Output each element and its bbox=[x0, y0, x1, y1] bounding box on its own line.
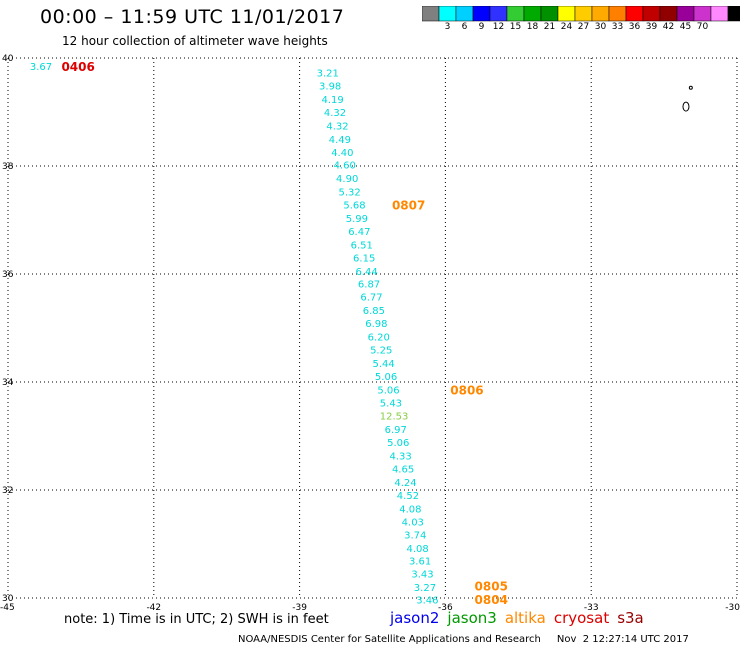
pass-time-label: 0406 bbox=[61, 60, 94, 74]
color-scale-tick-label: 6 bbox=[461, 22, 468, 32]
wave-height-point: 3.46 bbox=[416, 596, 438, 607]
wave-height-point: 4.32 bbox=[324, 108, 346, 119]
wave-height-point: 5.43 bbox=[380, 399, 402, 410]
color-scale-swatch bbox=[727, 6, 740, 22]
credit-line: NOAA/NESDIS Center for Satellite Applica… bbox=[238, 634, 689, 645]
y-tick-label: 32 bbox=[2, 486, 13, 496]
color-scale-tick-label: 27 bbox=[577, 22, 590, 32]
color-scale-tick-label: 42 bbox=[662, 22, 675, 32]
wave-height-point: 4.60 bbox=[334, 160, 356, 171]
wave-height-point: 6.85 bbox=[363, 306, 385, 317]
legend-entry: jason2 bbox=[390, 609, 440, 627]
color-scale-tick-label: 30 bbox=[594, 22, 607, 32]
chart-title: 00:00 – 11:59 UTC 11/01/2017 bbox=[40, 6, 345, 28]
wave-height-point: 4.03 bbox=[402, 517, 424, 528]
wave-height-point: 4.52 bbox=[397, 491, 419, 502]
y-tick-label: 34 bbox=[2, 378, 14, 388]
wave-height-point: 5.99 bbox=[346, 214, 368, 225]
land-outline bbox=[682, 101, 690, 112]
wave-height-point: 12.53 bbox=[380, 411, 409, 422]
wave-height-point: 6.97 bbox=[385, 425, 407, 436]
pass-time-label: 0805 bbox=[475, 580, 508, 594]
wave-height-point: 3.21 bbox=[317, 69, 339, 80]
wave-height-point: 4.32 bbox=[326, 122, 348, 133]
x-tick-label: -42 bbox=[146, 603, 161, 613]
units-note: note: 1) Time is in UTC; 2) SWH is in fe… bbox=[64, 612, 329, 627]
x-tick-label: -36 bbox=[438, 603, 453, 613]
y-tick-label: 30 bbox=[2, 594, 14, 604]
legend-entry: altika bbox=[504, 609, 546, 627]
pass-time-label: 0806 bbox=[450, 384, 483, 398]
color-scale-tick-label: 9 bbox=[478, 22, 485, 32]
wave-height-point: 5.68 bbox=[343, 200, 365, 211]
wave-height-point: 4.90 bbox=[336, 174, 358, 185]
wave-height-point: 3.67 bbox=[30, 62, 52, 73]
wave-height-point: 4.49 bbox=[329, 135, 351, 146]
wave-height-point: 6.20 bbox=[368, 333, 390, 344]
color-scale-bar bbox=[422, 6, 740, 22]
color-scale-tick-label: 39 bbox=[645, 22, 658, 32]
satellite-legend: jason2 jason3 altika cryosat s3a bbox=[390, 609, 652, 627]
wave-height-point: 4.40 bbox=[331, 148, 353, 159]
wave-height-point: 4.33 bbox=[390, 451, 412, 462]
wave-height-point: 3.74 bbox=[404, 530, 426, 541]
land-outline bbox=[688, 85, 693, 90]
x-tick-label: -39 bbox=[292, 603, 307, 613]
wave-height-point: 4.24 bbox=[394, 478, 416, 489]
wave-height-point: 6.15 bbox=[353, 253, 375, 264]
wave-height-point: 5.25 bbox=[370, 346, 392, 357]
wave-height-point: 4.19 bbox=[321, 95, 343, 106]
color-scale-tick-label: 21 bbox=[543, 22, 556, 32]
wave-height-point: 5.06 bbox=[375, 372, 397, 383]
color-scale-tick-label: 33 bbox=[611, 22, 624, 32]
wave-height-point: 5.44 bbox=[373, 359, 395, 370]
pass-time-label: 0804 bbox=[475, 593, 508, 607]
wave-height-point: 6.87 bbox=[358, 280, 380, 291]
y-tick-label: 36 bbox=[2, 270, 14, 280]
wave-height-point: 4.65 bbox=[392, 464, 414, 475]
wave-height-point: 3.43 bbox=[411, 570, 433, 581]
x-tick-label: -33 bbox=[584, 603, 599, 613]
chart-subtitle: 12 hour collection of altimeter wave hei… bbox=[62, 34, 328, 48]
generated-timestamp: Nov 2 12:27:14 UTC 2017 bbox=[556, 634, 689, 645]
wave-height-point: 6.44 bbox=[355, 267, 377, 278]
y-tick-label: 38 bbox=[2, 162, 14, 172]
wave-height-point: 3.27 bbox=[414, 583, 436, 594]
x-tick-label: -30 bbox=[725, 603, 740, 613]
wave-height-point: 6.77 bbox=[360, 293, 382, 304]
credit-organization: NOAA/NESDIS Center for Satellite Applica… bbox=[238, 634, 541, 645]
color-scale-tick-label: 24 bbox=[560, 22, 573, 32]
legend-entry: s3a bbox=[617, 609, 644, 627]
legend-entry: cryosat bbox=[553, 609, 610, 627]
pass-time-label: 0807 bbox=[392, 198, 425, 212]
wave-height-point: 6.98 bbox=[365, 319, 387, 330]
wave-height-point: 5.06 bbox=[387, 438, 409, 449]
color-scale-tick-label: 18 bbox=[526, 22, 539, 32]
wave-height-point: 4.08 bbox=[399, 504, 421, 515]
wave-height-plot: -45 -42 -39 -36 -33 -30 30 32 34 36 38 40 3.67 3.21 3.… bbox=[0, 54, 740, 613]
wave-height-point: 6.47 bbox=[348, 227, 370, 238]
wave-height-point: 5.06 bbox=[377, 386, 399, 397]
x-tick-label: -45 bbox=[0, 603, 15, 613]
wave-height-point: 4.08 bbox=[407, 544, 429, 555]
color-scale-tick-label: 70 bbox=[696, 22, 709, 32]
y-tick-label: 40 bbox=[2, 54, 14, 64]
color-scale-tick-label: 45 bbox=[679, 22, 692, 32]
wave-height-point: 5.32 bbox=[338, 187, 360, 198]
color-scale-tick-label: 12 bbox=[492, 22, 505, 32]
color-scale-tick-label: 36 bbox=[628, 22, 641, 32]
color-scale-tick-label: 15 bbox=[509, 22, 522, 32]
legend-entry: jason3 bbox=[447, 609, 497, 627]
wave-height-point: 3.98 bbox=[319, 82, 341, 93]
wave-height-point: 6.51 bbox=[351, 240, 373, 251]
wave-height-point: 3.61 bbox=[409, 557, 431, 568]
color-scale-tick-label: 3 bbox=[444, 22, 451, 32]
